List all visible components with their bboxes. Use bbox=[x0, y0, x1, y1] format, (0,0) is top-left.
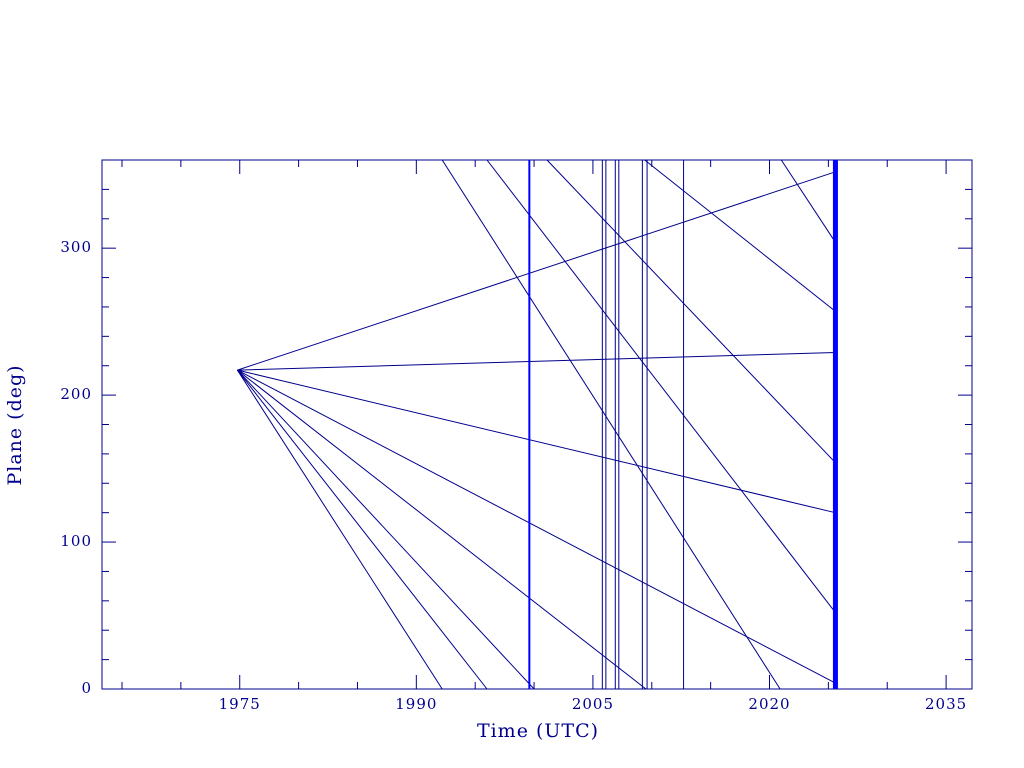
series-line bbox=[236, 369, 443, 690]
x-tick-label: 1975 bbox=[219, 695, 261, 713]
series-line bbox=[546, 159, 836, 464]
y-tick-label: 0 bbox=[81, 679, 92, 697]
x-tick-label: 2005 bbox=[572, 695, 614, 713]
series-line bbox=[237, 369, 488, 690]
series-line bbox=[441, 159, 781, 690]
series-line bbox=[486, 159, 836, 613]
y-tick-label: 100 bbox=[60, 532, 92, 550]
series-line bbox=[237, 171, 836, 371]
series-line bbox=[644, 159, 836, 312]
x-axis-label: Time (UTC) bbox=[477, 720, 599, 742]
series-line bbox=[237, 369, 836, 684]
x-tick-label: 1990 bbox=[395, 695, 437, 713]
plot-frame bbox=[101, 159, 973, 690]
y-axis-label: Plane (deg) bbox=[4, 364, 26, 485]
series-line bbox=[237, 369, 535, 690]
x-tick-label: 2035 bbox=[925, 695, 967, 713]
series-line bbox=[237, 369, 836, 514]
series-line bbox=[780, 159, 836, 243]
y-tick-label: 200 bbox=[60, 385, 92, 403]
series-line bbox=[237, 352, 836, 371]
x-tick-label: 2020 bbox=[748, 695, 790, 713]
series-line bbox=[237, 369, 647, 690]
y-tick-label: 300 bbox=[60, 238, 92, 256]
